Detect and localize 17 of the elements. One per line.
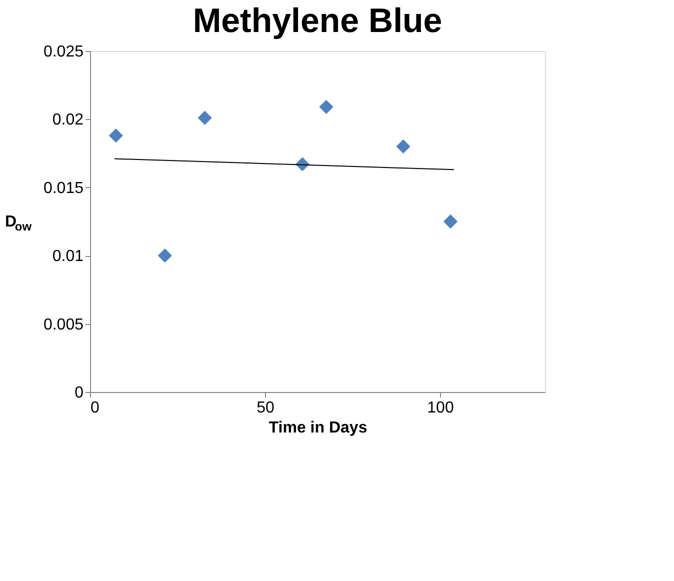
x-axis-title: Time in Days	[268, 420, 368, 436]
point	[443, 214, 458, 229]
x-tick-label: 100	[427, 400, 454, 416]
y-tick-label: 0.02	[52, 112, 84, 129]
x-tick-label: 50	[256, 400, 274, 416]
y-tick-label: 0.005	[43, 316, 84, 334]
y-tick-label: 0	[74, 384, 84, 402]
point	[319, 100, 334, 114]
y-tick-label: 0.01	[52, 248, 84, 266]
y-tick-label: 0.025	[43, 44, 84, 60]
point	[198, 110, 212, 125]
point	[108, 128, 123, 143]
x-tick-label: 0	[90, 400, 100, 416]
point	[396, 139, 410, 154]
chart-title: Methylene Blue	[192, 2, 442, 40]
point	[158, 248, 172, 263]
y-tick-label: 0.015	[43, 180, 84, 197]
